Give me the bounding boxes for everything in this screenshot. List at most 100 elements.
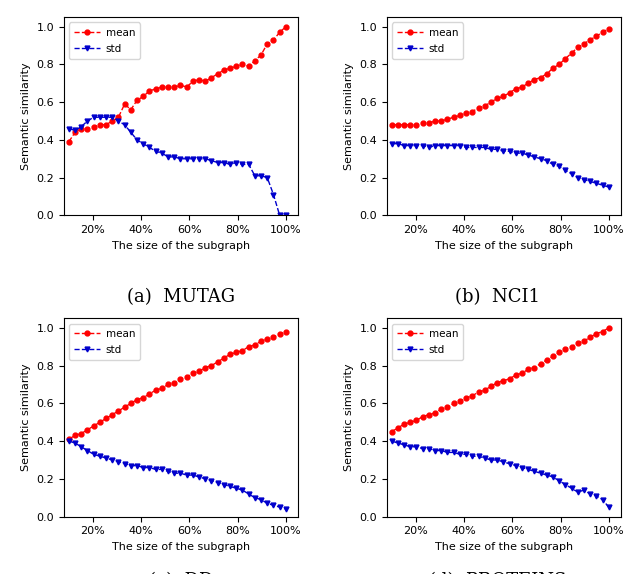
std: [189, 156, 196, 162]
mean: [518, 84, 525, 91]
mean: [220, 355, 228, 362]
mean: [413, 121, 420, 128]
mean: [195, 368, 203, 375]
std: [65, 437, 73, 444]
Y-axis label: Semantic similarity: Semantic similarity: [344, 364, 354, 471]
mean: [425, 119, 433, 126]
std: [183, 156, 191, 162]
mean: [158, 84, 166, 91]
mean: [561, 345, 569, 352]
mean: [574, 44, 582, 51]
std: [419, 445, 426, 452]
mean: [493, 379, 501, 386]
std: [593, 492, 600, 499]
std: [419, 142, 426, 149]
mean: [506, 90, 513, 96]
std: [195, 156, 203, 162]
std: [444, 142, 451, 149]
mean: [264, 40, 271, 47]
mean: [189, 78, 196, 85]
mean: [388, 428, 396, 435]
std: [444, 449, 451, 456]
std: [394, 440, 402, 447]
mean: [170, 379, 178, 386]
std: [518, 150, 525, 157]
std: [400, 142, 408, 149]
mean: [177, 82, 184, 88]
mean: [202, 78, 209, 85]
mean: [214, 358, 221, 365]
std: [438, 447, 445, 454]
mean: [152, 387, 159, 394]
std: [133, 462, 141, 469]
std: [413, 142, 420, 149]
std: [239, 161, 246, 168]
mean: [512, 371, 520, 378]
mean: [121, 100, 129, 107]
X-axis label: The size of the subgraph: The size of the subgraph: [112, 241, 250, 251]
mean: [127, 106, 134, 113]
std: [269, 191, 277, 198]
mean: [164, 84, 172, 91]
mean: [84, 125, 92, 132]
mean: [580, 40, 588, 47]
mean: [71, 129, 79, 136]
mean: [475, 389, 483, 395]
std: [164, 468, 172, 475]
std: [96, 453, 104, 460]
mean: [487, 99, 495, 106]
Text: (a)  MUTAG: (a) MUTAG: [127, 288, 235, 307]
mean: [245, 343, 253, 350]
std: [586, 178, 594, 185]
std: [543, 472, 550, 479]
mean: [400, 121, 408, 128]
mean: [556, 349, 563, 356]
mean: [531, 76, 538, 83]
std: [431, 142, 439, 149]
std: [394, 140, 402, 147]
std: [468, 144, 476, 151]
mean: [456, 112, 464, 119]
std: [400, 441, 408, 448]
mean: [568, 343, 575, 350]
std: [450, 142, 458, 149]
std: [226, 483, 234, 490]
mean: [481, 103, 488, 110]
std: [177, 156, 184, 162]
mean: [568, 49, 575, 56]
std: [531, 468, 538, 475]
std: [115, 459, 122, 466]
mean: [96, 419, 104, 426]
std: [96, 114, 104, 121]
std: [593, 180, 600, 187]
mean: [245, 63, 253, 69]
mean: [282, 328, 290, 335]
std: [531, 153, 538, 160]
std: [543, 157, 550, 164]
std: [84, 118, 92, 125]
std: [158, 150, 166, 157]
X-axis label: The size of the subgraph: The size of the subgraph: [112, 542, 250, 552]
std: [195, 474, 203, 480]
std: [71, 440, 79, 447]
mean: [444, 404, 451, 410]
std: [556, 478, 563, 484]
std: [226, 161, 234, 168]
std: [598, 182, 606, 189]
std: [232, 485, 240, 492]
mean: [140, 93, 147, 100]
mean: [493, 95, 501, 102]
std: [568, 485, 575, 492]
mean: [226, 65, 234, 72]
std: [524, 152, 532, 158]
mean: [574, 340, 582, 347]
mean: [518, 370, 525, 377]
Legend: mean, std: mean, std: [392, 22, 463, 59]
std: [549, 161, 557, 168]
std: [71, 127, 79, 134]
std: [207, 157, 215, 164]
mean: [537, 74, 545, 81]
std: [214, 479, 221, 486]
std: [77, 123, 85, 130]
mean: [115, 114, 122, 121]
